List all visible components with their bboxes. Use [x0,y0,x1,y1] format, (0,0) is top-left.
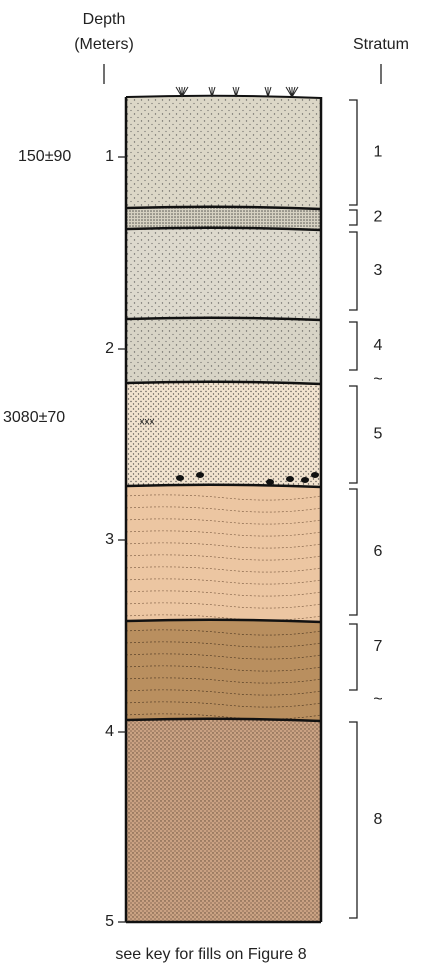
strat-column: Depth (Meters) Stratum 1 2 3 4 ~5 6 7 ~8 xxx 1 2 3 4… [0,0,423,974]
depth-label: 2 [105,340,114,357]
stratum-title: Stratum [353,36,409,53]
pebble [286,476,294,482]
stratum-label: 6 [374,543,383,560]
depth-unit: (Meters) [74,36,134,53]
caption: see key for fills on Figure 8 [115,946,306,963]
unconformity-marker: ~ [373,691,382,708]
layer-texture [126,383,321,486]
bracket [349,100,357,205]
depth-label: 4 [105,723,114,740]
bracket [349,489,357,615]
depth-label: 1 [105,148,114,165]
depth-title: Depth [83,11,126,28]
layer-texture [126,720,321,922]
bracket [349,722,357,918]
unconformity-marker: ~ [373,371,382,388]
date-label: 150±90 [18,148,71,165]
bracket [349,624,357,690]
column: 1 2 3 4 ~5 6 7 ~8 xxx 1 2 3 4 5 150±90 3080±70 [3,87,383,930]
layer-texture [126,97,321,208]
bracket [349,232,357,310]
layer [126,486,321,621]
layer-texture [126,319,321,383]
layer-texture [126,208,321,229]
stratum-label: 4 [374,337,383,354]
stratum-label: 8 [374,811,383,828]
depth-label: 5 [105,913,114,930]
pebble [176,475,184,481]
layer-texture [126,229,321,319]
bracket [349,322,357,370]
stratum-label: 5 [374,426,383,443]
date-label: 3080±70 [3,409,65,426]
bracket [349,210,357,225]
stratum-label: 1 [374,144,383,161]
bracket [349,386,357,483]
stratum-label: 7 [374,638,383,655]
pebble [301,477,309,483]
symbol: xxx [140,417,155,428]
pebble [266,479,274,485]
stratum-label: 3 [374,262,383,279]
stratum-label: 2 [374,209,383,226]
pebble [311,472,319,478]
depth-label: 3 [105,531,114,548]
pebble [196,472,204,478]
